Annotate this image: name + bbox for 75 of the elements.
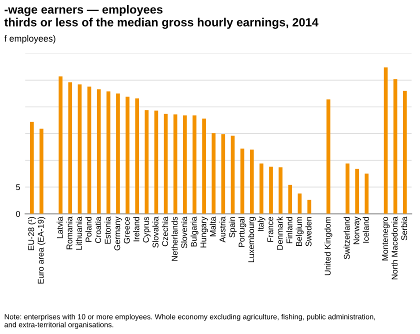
bar <box>364 174 369 214</box>
bar <box>144 110 149 214</box>
bar <box>192 115 196 214</box>
bar <box>230 136 235 214</box>
bar <box>221 134 226 214</box>
x-tick-label: Montenegro <box>382 216 390 260</box>
x-tick-label: Austria <box>219 216 226 242</box>
bar <box>240 148 244 214</box>
x-tick-label: Serbia <box>401 216 408 240</box>
chart-title: -wage earners — employees thirds or less of the median gross hourly earnings, 2014 <box>4 5 318 29</box>
bar <box>288 184 292 214</box>
bar <box>78 84 82 214</box>
bar <box>402 90 407 214</box>
x-tick-label: North Macedonia <box>391 216 398 280</box>
bar <box>183 115 187 214</box>
x-tick-label: Italy <box>258 216 266 232</box>
bar <box>260 164 264 214</box>
x-tick-label: Bulgaria <box>190 216 198 246</box>
x-tick-label: Poland <box>85 217 92 242</box>
bar <box>164 114 168 214</box>
x-tick-label: Slovenia <box>181 216 188 248</box>
bar <box>106 91 110 214</box>
x-tick-label: Netherlands <box>171 216 178 261</box>
x-tick-label: Croatia <box>94 216 102 243</box>
bar <box>30 122 34 214</box>
x-tick-label: Belgium <box>296 217 304 246</box>
x-tick-label: Sweden <box>305 217 312 246</box>
x-tick-label: Czechia <box>162 216 168 246</box>
bar <box>393 79 398 214</box>
bar <box>135 98 140 214</box>
x-tick-label: Cyprus <box>143 216 151 243</box>
x-tick-label: Lithuania <box>76 216 82 250</box>
bar <box>298 193 302 214</box>
bar <box>355 168 359 214</box>
bar <box>346 164 350 214</box>
bar <box>202 118 206 214</box>
bar <box>326 99 330 214</box>
x-tick-label: EU-28 (¹) <box>28 217 36 250</box>
bar <box>173 114 178 214</box>
x-tick-label: Romania <box>66 216 72 250</box>
x-tick-label: Slovakia <box>152 216 158 248</box>
bar <box>126 96 130 214</box>
y-tick-label: 5 <box>16 184 20 190</box>
x-tick-label: Portugal <box>238 217 246 247</box>
bar <box>87 86 92 214</box>
x-tick-label: United Kingdom <box>324 217 332 276</box>
x-tick-label: Malta <box>210 216 216 236</box>
x-tick-label: Luxembourg <box>248 217 256 262</box>
x-tick-label: Latvia <box>56 216 63 238</box>
x-tick-label: France <box>267 216 274 242</box>
x-tick-label: Finland <box>286 217 292 244</box>
bar <box>40 128 44 214</box>
bar <box>250 150 254 214</box>
chart-subtitle: f employees) <box>4 35 56 44</box>
bar <box>96 89 101 214</box>
x-tick-label: Denmark <box>276 216 283 250</box>
y-tick-label: 0 <box>16 210 20 217</box>
bar <box>68 82 72 214</box>
x-tick-label: Spain <box>228 217 237 238</box>
x-tick-label: Euro area (EA-19) <box>38 217 46 284</box>
bar <box>154 110 158 214</box>
bar <box>384 67 388 214</box>
bar <box>58 76 62 214</box>
x-tick-label: Hungary <box>200 216 208 248</box>
x-tick-label: Iceland <box>362 217 369 243</box>
x-tick-label: Switzerland <box>344 217 350 260</box>
bar <box>269 166 273 214</box>
x-tick-label: Norway <box>354 216 361 244</box>
x-tick-label: Ireland <box>133 217 140 242</box>
bar <box>212 133 216 214</box>
bar <box>116 94 120 214</box>
x-tick-label: Germany <box>114 216 122 250</box>
x-tick-label: Greece <box>124 216 130 244</box>
x-tick-label: Estonia <box>104 216 111 244</box>
bar <box>278 167 282 214</box>
